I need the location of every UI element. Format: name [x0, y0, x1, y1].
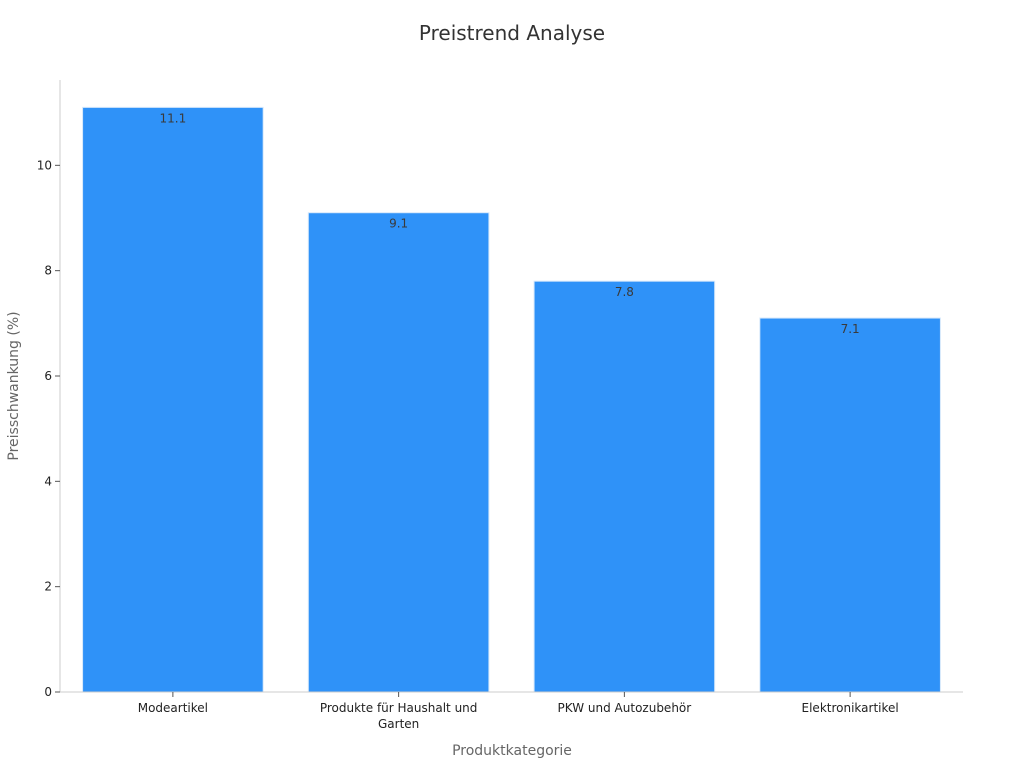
- bar: [82, 106, 264, 693]
- data-label: 11.1: [160, 111, 187, 125]
- y-axis-title: Preisschwankung (%): [6, 311, 22, 460]
- bar: [533, 280, 716, 693]
- y-axis-ticks: 0 2 4 6 8 10: [37, 158, 60, 699]
- y-tick-label: 6: [44, 369, 52, 383]
- x-tick-label: Produkte für Haushalt und Garten: [320, 701, 478, 731]
- x-tick-label: Elektronikartikel: [802, 701, 899, 715]
- bar: [307, 212, 490, 693]
- chart-title: Preistrend Analyse: [419, 21, 605, 45]
- bars-group: [82, 106, 941, 693]
- y-tick-label: 8: [44, 264, 52, 278]
- y-tick-label: 10: [37, 158, 52, 172]
- x-tick-label: Modeartikel: [138, 701, 208, 715]
- y-tick-label: 4: [44, 474, 52, 488]
- data-label: 9.1: [389, 217, 408, 231]
- y-tick-label: 2: [44, 580, 52, 594]
- x-axis-ticks: Modeartikel Produkte für Haushalt und Gart…: [138, 692, 899, 731]
- data-label: 7.1: [841, 322, 860, 336]
- bar: [759, 317, 941, 693]
- x-axis-title: Produktkategorie: [452, 743, 572, 759]
- x-tick-label: PKW und Autozubehör: [558, 701, 692, 715]
- data-label: 7.8: [615, 285, 634, 299]
- data-labels-group: 11.1 9.1 7.8 7.1: [160, 111, 860, 336]
- y-tick-label: 0: [44, 685, 52, 699]
